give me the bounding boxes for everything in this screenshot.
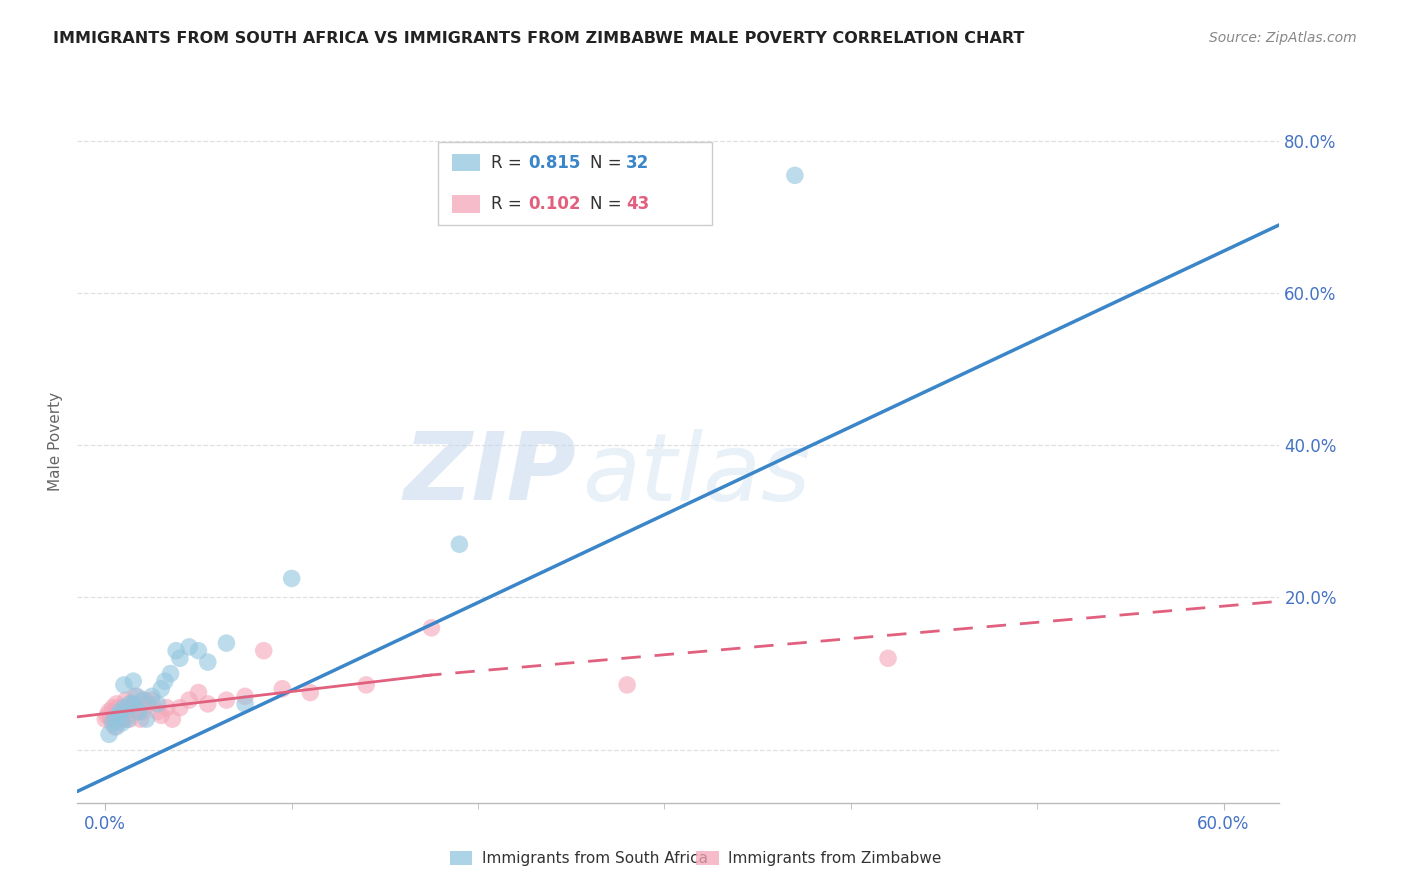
Point	[112, 705, 135, 719]
Point	[101, 700, 124, 714]
Point	[129, 712, 152, 726]
Point	[271, 681, 294, 696]
Point	[111, 712, 134, 726]
Point	[100, 712, 122, 726]
Point	[233, 690, 256, 704]
Text: R =: R =	[492, 153, 527, 171]
Point	[215, 636, 238, 650]
Text: Immigrants from South Africa: Immigrants from South Africa	[482, 851, 709, 865]
Text: 0.102: 0.102	[529, 195, 581, 213]
Point	[156, 700, 179, 714]
Point	[107, 700, 129, 714]
Point	[141, 690, 163, 704]
Point	[135, 712, 157, 726]
Text: Immigrants from Zimbabwe: Immigrants from Zimbabwe	[728, 851, 942, 865]
Point	[280, 571, 302, 585]
Text: Source: ZipAtlas.com: Source: ZipAtlas.com	[1209, 31, 1357, 45]
Text: N =: N =	[591, 195, 627, 213]
Point	[105, 720, 128, 734]
Point	[98, 727, 121, 741]
Point	[299, 685, 322, 699]
Point	[112, 712, 135, 726]
Point	[877, 651, 900, 665]
Point	[169, 700, 191, 714]
Point	[124, 690, 146, 704]
Point	[104, 708, 127, 723]
Point	[179, 640, 201, 654]
Point	[165, 643, 187, 657]
Point	[125, 690, 148, 704]
Point	[141, 693, 163, 707]
Point	[150, 681, 173, 696]
Point	[122, 697, 145, 711]
Point	[105, 697, 128, 711]
Point	[146, 705, 169, 719]
Point	[253, 643, 276, 657]
Text: 32: 32	[627, 153, 650, 171]
Point	[111, 715, 134, 730]
Text: atlas: atlas	[582, 428, 810, 519]
Point	[197, 697, 219, 711]
Point	[107, 708, 129, 723]
Point	[187, 643, 209, 657]
Point	[354, 678, 377, 692]
Point	[233, 697, 256, 711]
Text: N =: N =	[591, 153, 627, 171]
Point	[118, 712, 141, 726]
Point	[108, 708, 131, 723]
Point	[215, 693, 238, 707]
Point	[616, 678, 638, 692]
Point	[98, 705, 121, 719]
Point	[128, 705, 150, 719]
Point	[128, 700, 150, 714]
Point	[187, 685, 209, 699]
Text: ZIP: ZIP	[404, 428, 576, 520]
Point	[159, 666, 181, 681]
Point	[120, 697, 142, 711]
Point	[112, 678, 135, 692]
Point	[449, 537, 471, 551]
Text: 0.815: 0.815	[529, 153, 581, 171]
Point	[783, 169, 806, 183]
Point	[118, 697, 141, 711]
Point	[179, 693, 201, 707]
Text: IMMIGRANTS FROM SOUTH AFRICA VS IMMIGRANTS FROM ZIMBABWE MALE POVERTY CORRELATIO: IMMIGRANTS FROM SOUTH AFRICA VS IMMIGRAN…	[53, 31, 1025, 46]
Point	[101, 715, 124, 730]
Point	[153, 674, 176, 689]
Point	[150, 708, 173, 723]
Text: 43: 43	[627, 195, 650, 213]
Point	[420, 621, 443, 635]
Point	[122, 674, 145, 689]
Y-axis label: Male Poverty: Male Poverty	[48, 392, 63, 491]
Point	[197, 655, 219, 669]
Point	[125, 705, 148, 719]
Point	[169, 651, 191, 665]
Text: R =: R =	[492, 195, 527, 213]
Point	[104, 720, 127, 734]
Point	[94, 712, 117, 726]
Point	[114, 693, 136, 707]
Point	[122, 700, 145, 714]
Point	[131, 693, 153, 707]
Point	[134, 693, 156, 707]
Point	[112, 700, 135, 714]
Point	[108, 705, 131, 719]
Point	[96, 708, 118, 723]
Point	[131, 705, 153, 719]
Point	[117, 700, 139, 714]
Point	[146, 697, 169, 711]
Point	[162, 712, 184, 726]
Point	[117, 712, 139, 726]
Point	[136, 697, 159, 711]
Point	[104, 712, 127, 726]
